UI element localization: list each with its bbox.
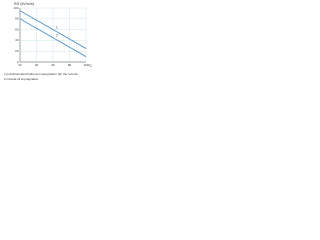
y-tick-label: 80 [15,17,19,21]
y-tick-label: 20 [15,49,19,53]
x-tick-label: 60 [51,63,55,67]
y-axis-label: RG (kV/mm) [14,2,34,6]
chart: RG (kV/mm) °C 1 polychlorinated biphenyl… [4,2,92,81]
note: 2 mineral oil impregnation [4,77,39,81]
y-tick-label: 40 [15,38,19,42]
legend-label: 2 [56,34,58,38]
x-tick-label: 80 [68,63,72,67]
series-line [19,10,87,49]
y-tick-label: 100 [13,6,18,10]
x-axis-label: °C [88,64,92,68]
x-tick-label: 40 [35,63,39,67]
x-tick-label: 20 [18,63,22,67]
legend-label: 1 [56,25,58,29]
y-tick-label: 0 [17,60,19,64]
note: 1 polychlorinated biphenyl impregnation … [4,72,78,76]
series-line [19,18,87,57]
x-tick-label: 100 [83,63,88,67]
y-tick-label: 60 [15,27,19,31]
